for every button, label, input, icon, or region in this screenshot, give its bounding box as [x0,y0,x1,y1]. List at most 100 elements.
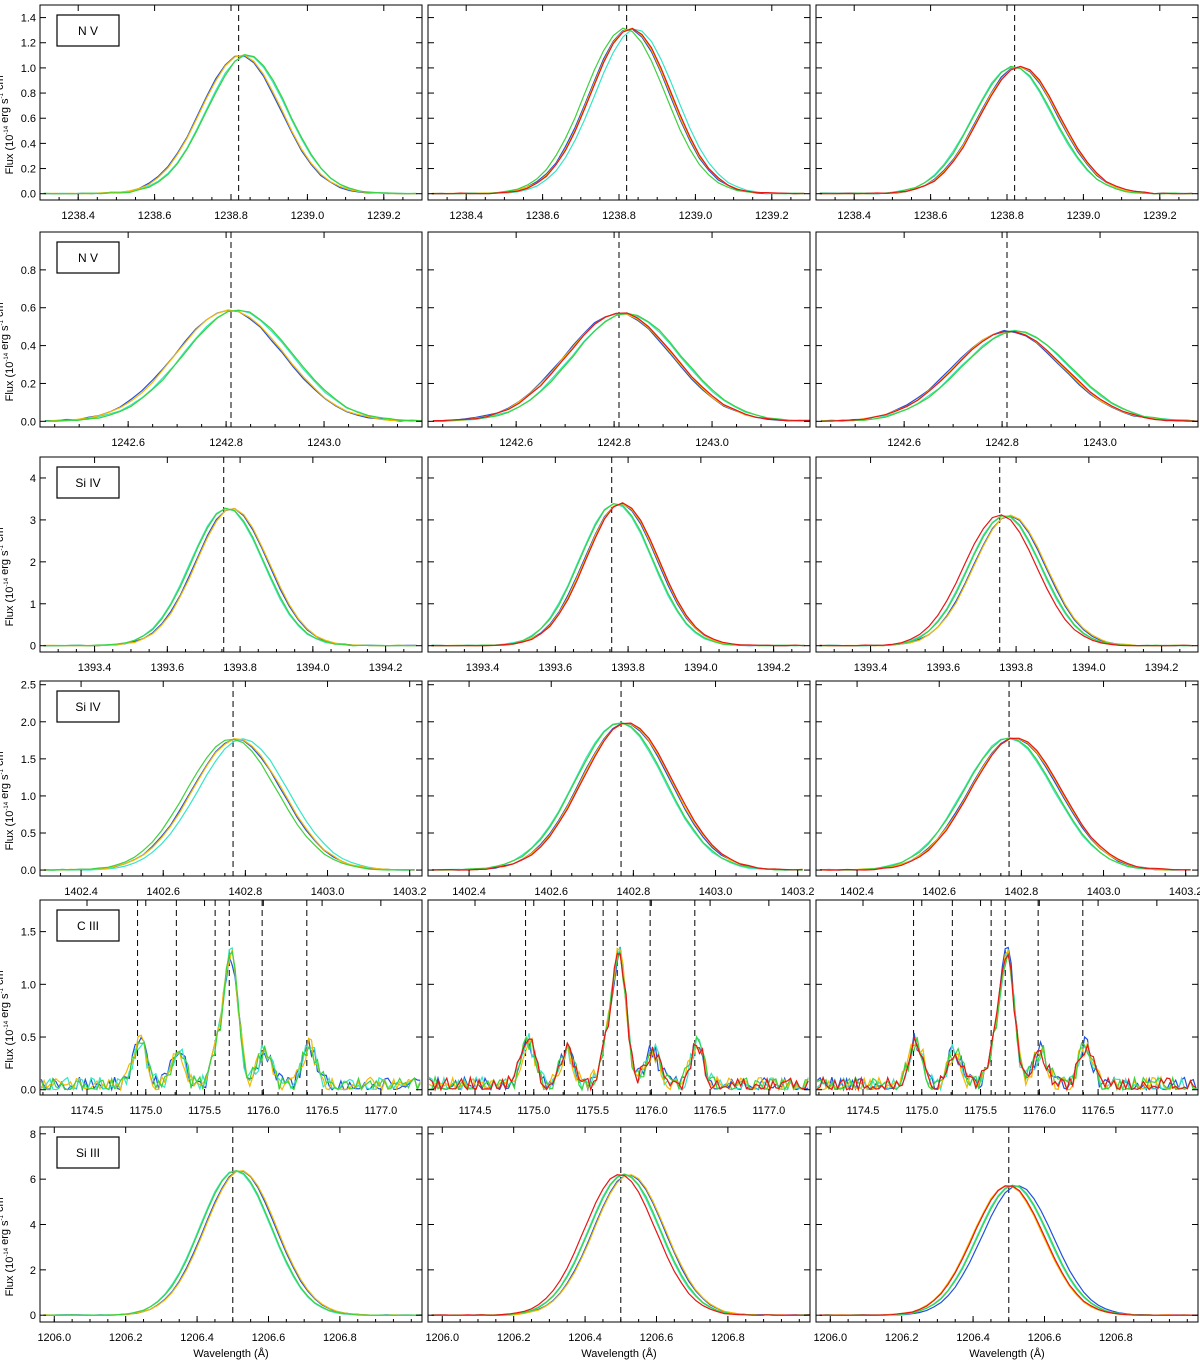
x-tick-label: 1175.0 [129,1105,162,1117]
x-tick-label: 1239.0 [679,210,713,222]
x-tick-label: 1243.0 [1083,437,1117,449]
x-tick-label: 1243.0 [307,437,341,449]
spectrum-red [432,312,810,422]
spectrum-cyan [432,312,810,422]
plot-frame [39,899,423,1096]
spectrum-green [819,515,1193,647]
x-tick-label: 1394.0 [296,662,330,674]
x-tick-label: 1394.2 [757,662,791,674]
spectrum-green [431,1173,810,1316]
x-tick-label: 1239.0 [1067,210,1101,222]
x-tick-label: 1402.6 [922,886,956,898]
spectra-series [431,502,805,647]
spectra-series [816,946,1197,1092]
spectrum-red [819,65,1193,195]
spectrum-blue [40,956,421,1092]
x-axis-title: Wavelength (Å) [193,1347,268,1360]
y-tick-label: 0 [30,1310,36,1322]
spectrum-green [432,722,803,871]
x-tick-label: 1238.4 [61,210,95,222]
y-tick-label: 0.5 [21,1032,36,1044]
plot-frame [815,680,1199,877]
x-tick-label: 1403.2 [393,886,427,898]
x-tick-label: 1242.6 [887,437,921,449]
x-tick-label: 1403.2 [1169,886,1200,898]
x-tick-label: 1394.0 [684,662,718,674]
spectrum-green [43,54,417,195]
y-axis-labels: Flux (10-14 erg s-1 cm-2 Å-1) Flux (10-14… [0,59,16,1296]
spectra-series [820,329,1198,422]
x-tick-label: 1393.8 [223,662,257,674]
spectrum-red [819,514,1193,647]
species-label: N V [78,251,98,265]
spectrum-yellow [820,330,1198,422]
y-tick-label: 0.8 [21,265,36,277]
spectrum-yellow [432,312,810,422]
x-tick-label: 1403.0 [311,886,345,898]
x-tick-label: 1174.5 [459,1105,492,1117]
y-tick-label: 0.0 [21,1085,36,1097]
y-axis-title: Flux (10-14 erg s-1 cm-2 Å-1) [0,278,16,402]
panel-r4-c3: 1402.4 1402.6 1402.8 1403.0 1403.2 [815,680,1200,898]
panel-r1-c1: 1238.4 1238.6 1238.8 1239.0 1239.2 0.0 0.2 0.4 0… [21,4,423,222]
x-tick-label: 1238.4 [449,210,483,222]
panel-r6-c2: 1206.0 1206.2 1206.4 1206.6 1206.8 [425,1126,811,1344]
spectrum-cyan [40,947,421,1092]
spectrum-blue [431,1174,810,1316]
x-tick-label: 1393.6 [151,662,185,674]
x-tick-label: 1242.6 [499,437,533,449]
species-label-box [56,241,120,274]
spectra-series [43,507,417,647]
spectrum-yellow [819,66,1193,195]
spectrum-cyan [820,737,1191,871]
plot-frame [39,456,423,653]
species-label: N V [78,24,98,38]
x-tick-label: 1242.8 [597,437,631,449]
x-tick-label: 1393.4 [466,662,500,674]
spectra-series [431,27,805,195]
spectrum-yellow [431,502,805,647]
y-tick-label: 0.2 [21,378,36,390]
spectrum-red [816,953,1197,1092]
spectra-series [819,1184,1198,1316]
x-tick-label: 1239.2 [367,210,401,222]
x-tick-label: 1176.5 [694,1105,727,1117]
x-tick-label: 1402.8 [1005,886,1039,898]
spectrum-cyan [44,309,422,422]
x-tick-label: 1177.0 [1140,1105,1173,1117]
x-tick-label: 1394.2 [1145,662,1179,674]
x-axis-title: Wavelength (Å) [581,1347,656,1360]
y-tick-label: 4 [30,473,36,485]
y-tick-label: 1 [30,599,36,611]
spectrum-cyan [431,1173,810,1316]
spectrum-blue [431,28,805,195]
species-label: C III [77,919,99,933]
spectrum-blue [819,66,1193,195]
spectra-series [43,1169,422,1316]
x-axis-title: Wavelength (Å) [969,1347,1044,1360]
spectra-series [40,947,421,1092]
y-tick-label: 1.5 [21,927,36,939]
spectrum-red [431,27,805,195]
y-tick-label: 0.0 [21,865,36,877]
spectrum-red [432,722,803,871]
y-tick-label: 2.5 [21,680,36,692]
x-tick-label: 1206.2 [109,1332,143,1344]
x-tick-label: 1206.8 [711,1332,745,1344]
spectrum-cyan [431,28,805,195]
spectrum-green [432,312,810,422]
spectrum-blue [43,55,417,195]
panel-grid: 1238.4 1238.6 1238.8 1239.0 1239.2 0.0 0.2 0.4 0… [21,4,1200,1344]
x-tick-label: 1238.6 [138,210,172,222]
panel-r4-c1: 1402.4 1402.6 1402.8 1403.0 1403.2 0.0 0.5 1.0 1… [21,680,427,898]
spectrum-blue [431,502,805,647]
x-tick-label: 1393.4 [78,662,112,674]
y-tick-label: 0.4 [21,341,36,353]
spectrum-blue [816,946,1197,1092]
y-tick-label: 6 [30,1174,36,1186]
y-tick-label: 2 [30,1265,36,1277]
spectrum-blue [820,329,1198,422]
x-tick-label: 1175.5 [188,1105,221,1117]
x-tick-label: 1176.5 [306,1105,339,1117]
y-tick-label: 0.6 [21,113,36,125]
